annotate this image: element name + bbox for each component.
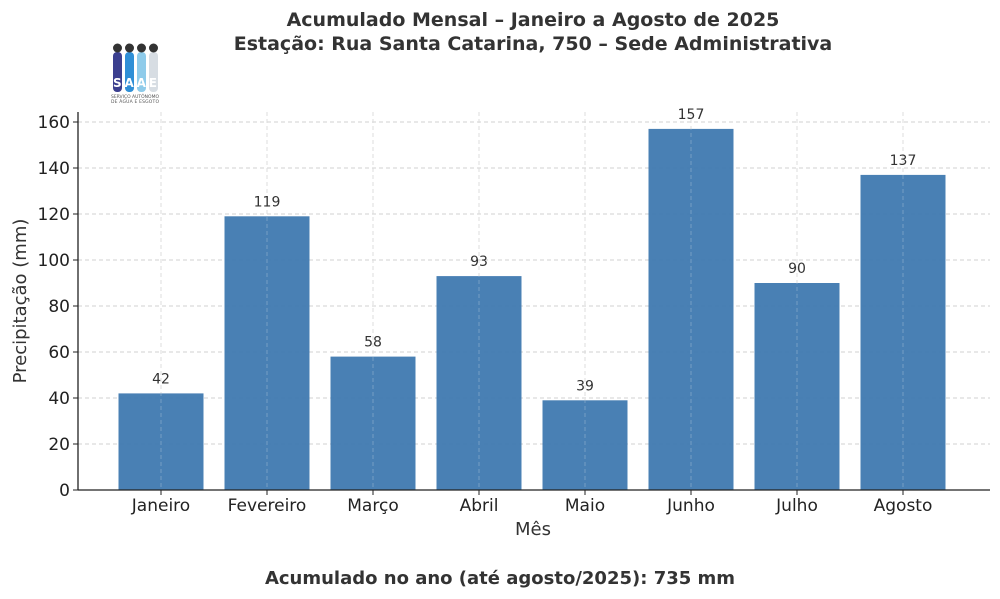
bar-agosto: [860, 174, 946, 490]
bar-maio: [542, 400, 628, 490]
saae-logo: SAAE SERVIÇO AUTÔNOMO DE ÁGUA E ESGOTO: [111, 43, 159, 105]
y-tick-label: 160: [38, 113, 70, 133]
bar-junho: [648, 128, 734, 490]
x-axis-label: Mês: [515, 519, 551, 540]
bar-abril: [436, 276, 522, 490]
x-tick-label: Abril: [460, 496, 499, 516]
bar-janeiro: [118, 393, 204, 490]
chart-subtitle: Estação: Rua Santa Catarina, 750 – Sede …: [234, 33, 833, 55]
annual-total: Acumulado no ano (até agosto/2025): 735 …: [265, 568, 735, 589]
x-tick-label: Janeiro: [131, 496, 190, 516]
data-label: 90: [788, 261, 806, 277]
y-axis-label: Precipitação (mm): [10, 219, 31, 384]
data-label: 58: [364, 335, 382, 351]
bar-fevereiro: [224, 216, 310, 491]
y-tick-label: 0: [59, 481, 70, 501]
y-tick-label: 140: [38, 159, 70, 179]
x-tick-label: Março: [347, 496, 398, 516]
x-tick-label: Agosto: [874, 496, 933, 516]
data-label: 39: [576, 378, 594, 394]
svg-text:SAAE: SAAE: [113, 76, 157, 90]
y-tick-label: 20: [48, 435, 70, 455]
bar-julho: [754, 283, 840, 490]
x-tick-label: Junho: [666, 496, 715, 516]
x-tick-label: Fevereiro: [228, 496, 307, 516]
x-tick-label: Maio: [565, 496, 605, 516]
bar-março: [330, 356, 416, 490]
data-label: 157: [678, 107, 705, 123]
chart-title: Acumulado Mensal – Janeiro a Agosto de 2…: [287, 9, 780, 31]
x-tick-label: Julho: [775, 496, 818, 516]
y-tick-label: 120: [38, 205, 70, 225]
data-label: 137: [890, 153, 917, 169]
y-tick-label: 100: [38, 251, 70, 271]
data-label: 119: [254, 194, 281, 210]
data-label: 93: [470, 254, 488, 270]
svg-text:SERVIÇO AUTÔNOMO: SERVIÇO AUTÔNOMO: [111, 93, 159, 100]
y-tick-label: 40: [48, 389, 70, 409]
svg-text:DE ÁGUA E ESGOTO: DE ÁGUA E ESGOTO: [111, 98, 159, 105]
data-label: 42: [152, 371, 170, 387]
y-tick-label: 60: [48, 343, 70, 363]
y-tick-label: 80: [48, 297, 70, 317]
